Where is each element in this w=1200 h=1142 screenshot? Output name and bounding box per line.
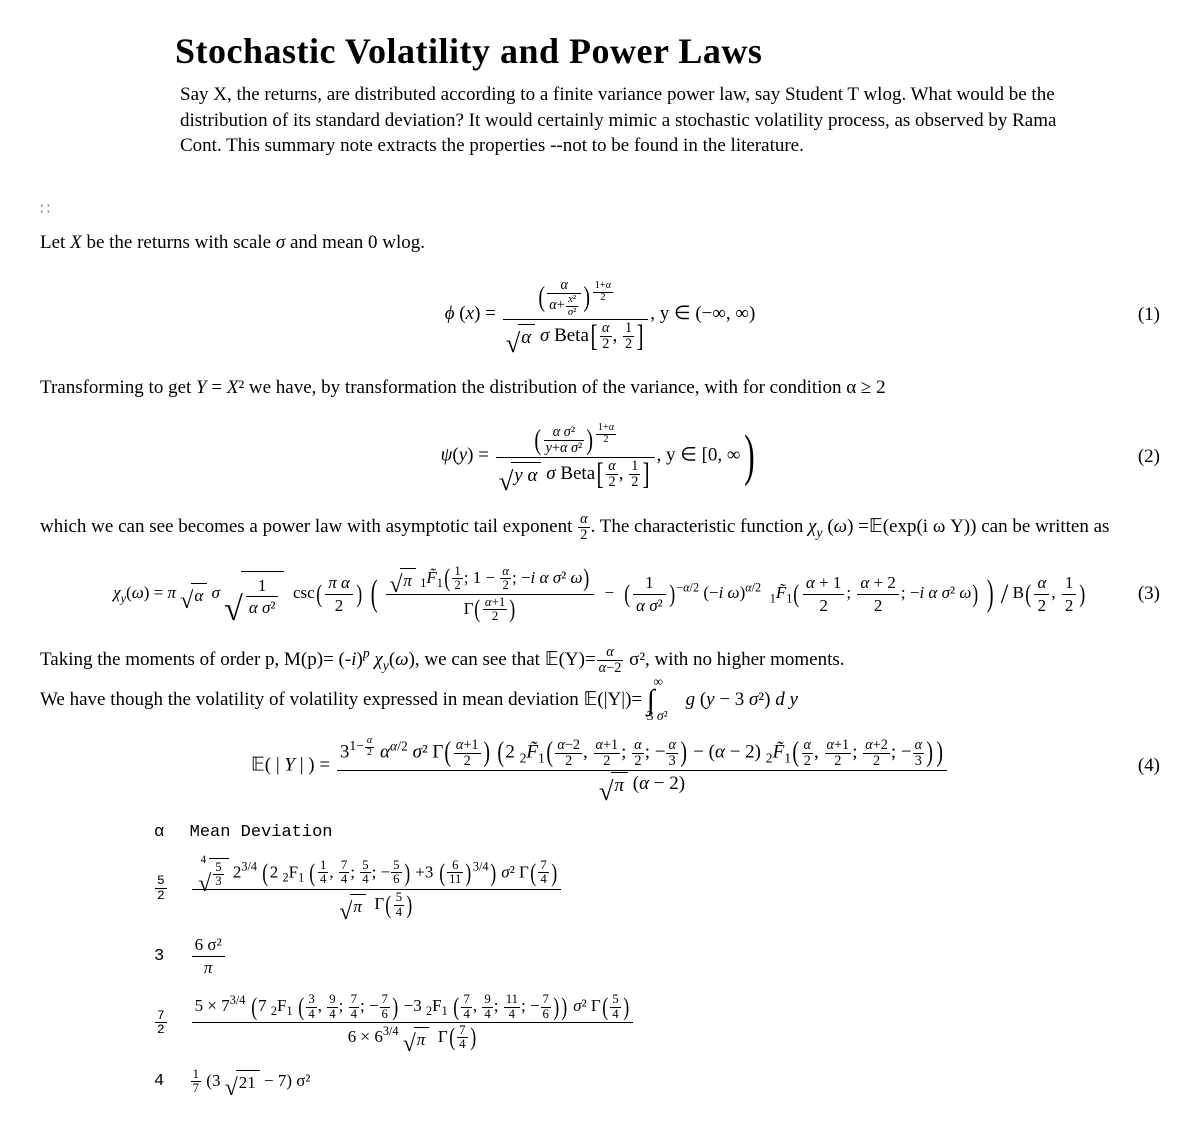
var-X: X xyxy=(70,232,82,253)
page-title: Stochastic Volatility and Power Laws xyxy=(175,30,1160,72)
p1-text-c: and mean 0 wlog. xyxy=(285,232,425,253)
p4-eysq: σ² xyxy=(624,649,645,670)
table-row: 3 6 σ²π xyxy=(150,927,653,985)
table-row: 4 17 (3 √21 − 7) σ² xyxy=(150,1060,653,1104)
p2-text-b: we have, by transformation the distribut… xyxy=(244,377,885,398)
p1-text-b: be the returns with scale xyxy=(82,232,276,253)
eq2-label: (2) xyxy=(1138,446,1160,468)
table-header-md: Mean Deviation xyxy=(186,819,653,850)
p1-text-a: Let xyxy=(40,232,70,253)
abstract-text: Say X, the returns, are distributed acco… xyxy=(180,82,1080,159)
p4-text-c: , with no higher moments. xyxy=(645,649,844,670)
p2-text-a: Transforming to get xyxy=(40,377,196,398)
paragraph-3: which we can see becomes a power law wit… xyxy=(40,512,1160,543)
equation-2: ψ(y) = (α σ²y+α σ²)1+α2 √y α σ Beta[α2, … xyxy=(40,423,1160,490)
eq1-domain: , y ∈ (−∞, ∞) xyxy=(650,303,755,324)
p4-text-b: , we can see that xyxy=(415,649,545,670)
table-header-alpha: α xyxy=(150,819,186,850)
p3-text-a: which we can see becomes a power law wit… xyxy=(40,516,577,537)
table-row: 52 4√53 23/4 (2 2F1 (14, 74; 54; −56) +3… xyxy=(150,850,653,928)
eq1-label: (1) xyxy=(1138,304,1160,326)
equation-1: ϕ (x) = (αα+x²σ²)1+α2 √α σ Beta[α2, 12] … xyxy=(40,278,1160,351)
eq4-label: (4) xyxy=(1138,755,1160,777)
table-row: 72 5 × 73/4 (7 2F1 (34, 94; 74; −76) −3 … xyxy=(150,985,653,1060)
var-sigma: σ xyxy=(276,232,285,253)
p3-text-c: can be written as xyxy=(976,516,1109,537)
p5-text-a: We have though the volatility of volatil… xyxy=(40,689,584,710)
paragraph-1: Let X be the returns with scale σ and me… xyxy=(40,229,1160,257)
paragraph-4: Taking the moments of order p, M(p)= (-i… xyxy=(40,645,1160,676)
equation-3: χy(ω) = π √α σ √1α σ² csc(π α2) ( √π 1F̃… xyxy=(40,565,1160,624)
paragraph-5: We have though the volatility of volatil… xyxy=(40,686,1160,714)
equation-4: 𝔼( | Y | ) = 31−α2 αα/2 σ² Γ(α+12) (2 2F… xyxy=(40,736,1160,797)
eq3-label: (3) xyxy=(1138,583,1160,605)
p4-text-a: Taking the moments of order p, M(p)= (- xyxy=(40,649,351,670)
cellgroup-marker-icon: ∷ xyxy=(40,199,1160,219)
paragraph-2: Transforming to get Y = X² we have, by t… xyxy=(40,374,1160,402)
p3-text-b: . The characteristic function xyxy=(591,516,809,537)
eq2-domain: , y ∈ [0, ∞ xyxy=(657,445,741,466)
p3-cf-def: =𝔼(exp(i ω Y)) xyxy=(853,516,976,537)
